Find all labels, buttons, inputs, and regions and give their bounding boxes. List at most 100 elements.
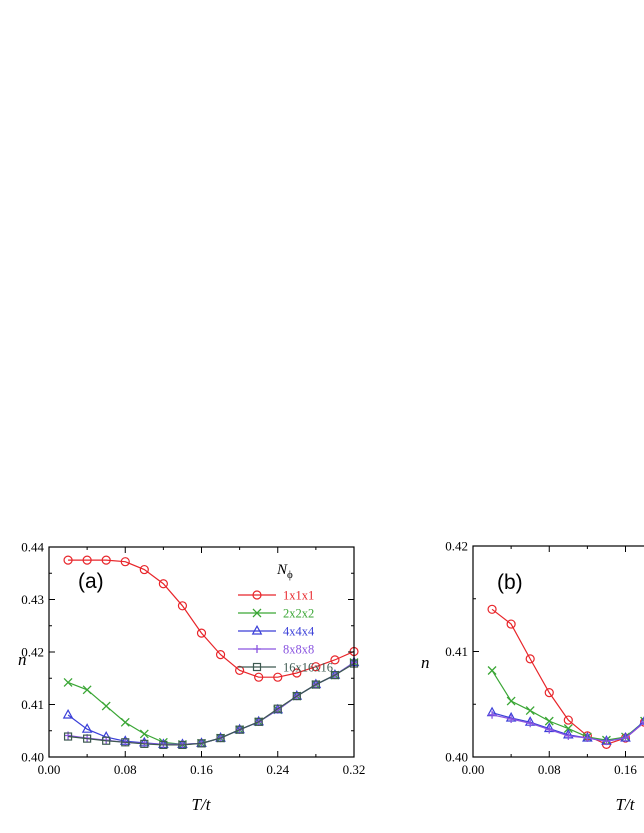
series-2x2x2 [487, 666, 644, 745]
data-point-16x16x16 [83, 734, 92, 743]
data-point-16x16x16 [292, 691, 301, 701]
y-tick-label: 0.42 [445, 539, 468, 554]
data-point-16x16x16 [159, 740, 168, 750]
legend-label: 2x2x2 [283, 607, 314, 621]
data-point-8x8x8 [621, 734, 630, 743]
data-point-16x16x16 [254, 717, 263, 726]
data-point-1x1x1 [196, 628, 207, 638]
panel-a-xlabel: T/t [192, 795, 212, 814]
data-point-16x16x16 [235, 725, 244, 734]
data-point-16x16x16 [273, 704, 282, 713]
x-tick-label: 0.24 [266, 762, 289, 777]
legend-marker [252, 608, 262, 618]
legend-item-2x2x2: 2x2x2 [238, 607, 314, 621]
panel-b-label: (b) [497, 571, 523, 594]
y-tick-label: 0.41 [445, 644, 468, 659]
series-1x1x1 [487, 604, 644, 749]
data-point-2x2x2 [139, 729, 149, 739]
data-point-1x1x1 [292, 668, 302, 678]
x-tick-label: 0.00 [38, 762, 61, 777]
data-point-1x1x1 [177, 601, 188, 611]
y-tick-label: 0.42 [21, 645, 44, 660]
panel-b: 0.00 0.08 0.16 0.40 0.41 0.42 (b) n T/t [421, 539, 644, 814]
data-point-1x1x1 [63, 555, 73, 565]
data-point-8x8x8 [526, 719, 535, 728]
legend-label: 1x1x1 [283, 589, 314, 603]
series-line-1x1x1 [491, 608, 644, 745]
legend-marker [252, 590, 262, 600]
legend-label: 16x16x16 [283, 661, 333, 675]
data-point-8x8x8 [564, 731, 573, 740]
data-point-8x8x8 [545, 725, 554, 734]
series-line-1x1x1 [68, 559, 355, 678]
panel-b-ylabel: n [421, 653, 430, 672]
data-point-2x2x2 [487, 666, 497, 675]
data-point-4x4x4 [81, 723, 93, 733]
panel-a-ticks: 0.00 0.08 0.16 0.24 0.32 0.40 0.41 0.42 0.43 0.44 [21, 540, 365, 778]
series-1x1x1 [63, 555, 359, 682]
series-line-16x16x16 [67, 663, 355, 746]
data-point-1x1x1 [120, 557, 130, 567]
panel-a-series [62, 555, 360, 750]
y-tick-label: 0.41 [21, 697, 44, 712]
series-line-8x8x8 [67, 661, 355, 746]
legend-item-1x1x1: 1x1x1 [238, 589, 314, 603]
data-point-1x1x1 [254, 672, 264, 682]
data-point-16x16x16 [330, 670, 340, 680]
series-line-2x2x2 [67, 661, 355, 746]
series-16x16x16 [63, 659, 359, 750]
legend-marker [251, 624, 263, 635]
x-tick-label: 0.08 [114, 762, 137, 777]
data-point-1x1x1 [101, 555, 111, 565]
data-point-8x8x8 [640, 718, 644, 727]
panel-a-ylabel: n [18, 650, 27, 669]
legend-title: Nϕ [276, 562, 293, 581]
data-point-16x16x16 [140, 739, 149, 748]
panel-a: 0.00 0.08 0.16 0.24 0.32 0.40 0.41 0.42 0.43 0.44… [18, 540, 365, 815]
y-tick-label: 0.40 [21, 750, 44, 765]
legend-label: 4x4x4 [283, 625, 315, 639]
data-point-8x8x8 [507, 715, 516, 724]
data-point-1x1x1 [82, 555, 92, 565]
legend-title-sub: ϕ [287, 569, 293, 581]
legend-item-4x4x4: 4x4x4 [238, 625, 315, 639]
data-point-16x16x16 [178, 740, 187, 750]
y-tick-label: 0.40 [445, 750, 468, 765]
data-point-1x1x1 [139, 564, 149, 575]
data-point-1x1x1 [525, 654, 535, 664]
legend-title-main: N [276, 562, 288, 578]
data-point-2x2x2 [63, 677, 73, 687]
data-point-1x1x1 [158, 579, 168, 589]
data-point-16x16x16 [197, 739, 206, 748]
data-point-1x1x1 [235, 665, 245, 675]
data-point-2x2x2 [506, 696, 516, 706]
data-point-1x1x1 [311, 662, 321, 672]
x-tick-label: 0.32 [343, 762, 366, 777]
x-tick-label: 0.00 [462, 762, 485, 777]
data-point-1x1x1 [330, 655, 340, 665]
data-point-4x4x4 [639, 716, 644, 725]
data-point-16x16x16 [102, 736, 111, 745]
panel-b-series [486, 604, 644, 749]
y-tick-label: 0.43 [21, 592, 44, 607]
data-point-8x8x8 [602, 737, 611, 746]
data-point-16x16x16 [311, 680, 320, 689]
x-tick-label: 0.16 [614, 762, 637, 777]
legend-marker [253, 645, 261, 653]
x-tick-label: 0.08 [538, 762, 561, 777]
panel-b-xlabel: T/t [616, 795, 636, 814]
series-8x8x8 [488, 710, 644, 746]
data-point-2x2x2 [120, 717, 130, 727]
data-point-16x16x16 [63, 732, 73, 741]
legend-marker [252, 662, 262, 672]
data-point-8x8x8 [583, 734, 592, 743]
panel-a-label: (a) [78, 570, 104, 593]
panel-b-ticks: 0.00 0.08 0.16 0.40 0.41 0.42 [445, 539, 637, 778]
data-point-1x1x1 [215, 650, 226, 660]
series-line-4x4x4 [67, 661, 355, 746]
data-point-8x8x8 [488, 710, 497, 719]
panel-a-legend: Nϕ 1x1x1 2x2x2 4x4x4 8x8x8 16x16x16 [238, 562, 333, 675]
x-tick-label: 0.16 [190, 762, 213, 777]
data-point-1x1x1 [544, 688, 554, 698]
